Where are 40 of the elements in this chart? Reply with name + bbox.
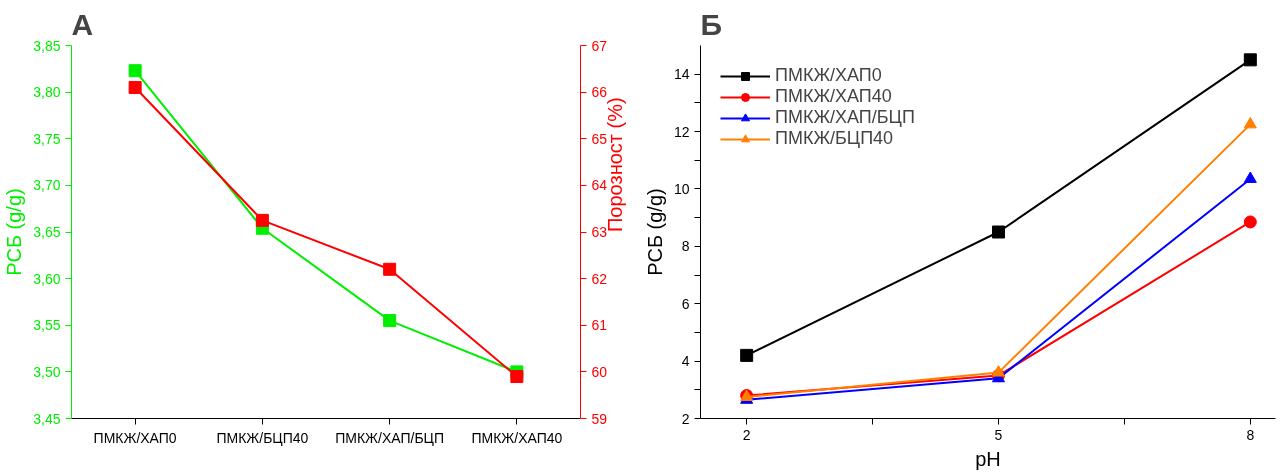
- y-tick-label: 6: [681, 295, 690, 312]
- y-tick-label: 14: [673, 66, 690, 83]
- x-tick-label: ПМКЖ/БЦП40: [216, 429, 309, 446]
- x-tick-label: 8: [1246, 426, 1255, 443]
- x-tick-label: 5: [994, 426, 1003, 443]
- y2-tick-label: 63: [591, 224, 608, 240]
- y2-tick-label: 60: [591, 363, 608, 380]
- y-tick-label: 12: [673, 123, 690, 140]
- chart-title: A: [71, 7, 94, 41]
- y2-tick-label: 65: [591, 130, 608, 147]
- y-axis-title: РСБ (g/g): [3, 188, 26, 276]
- x-axis-title: pH: [975, 447, 1001, 470]
- y-tick-label: 3,50: [33, 363, 61, 380]
- y-tick-label: 3,65: [33, 224, 61, 240]
- y-tick-label: 8: [681, 238, 690, 255]
- y-tick-label: 3,55: [33, 317, 61, 334]
- y-tick-label: 3,60: [33, 270, 61, 287]
- y-tick-label: 4: [681, 353, 690, 370]
- chart-title: Б: [700, 7, 723, 41]
- x-tick-label: 2: [742, 426, 751, 443]
- y-tick-label: 2: [681, 410, 690, 427]
- y-tick-label: 10: [673, 180, 690, 197]
- legend-label: ПМКЖ/ХАП0: [775, 65, 882, 86]
- legend-label: ПМКЖ/ХАП40: [775, 86, 892, 107]
- y2-tick-label: 66: [591, 84, 608, 101]
- x-tick-label: ПМКЖ/ХАП0: [93, 429, 177, 446]
- y-tick-label: 3,85: [33, 37, 61, 54]
- y-tick-label: 3,80: [33, 84, 61, 101]
- x-tick-label: ПМКЖ/ХАП/БЦП: [335, 429, 445, 446]
- y-tick-label: 3,75: [33, 130, 61, 147]
- y2-tick-label: 67: [591, 37, 608, 54]
- y2-tick-label: 61: [591, 317, 608, 334]
- y2-tick-label: 59: [591, 410, 608, 427]
- y2-tick-label: 62: [591, 270, 608, 287]
- legend-label: ПМКЖ/БЦП40: [775, 128, 894, 149]
- legend-label: ПМКЖ/ХАП/БЦП: [775, 107, 915, 128]
- y-tick-label: 3,70: [33, 177, 61, 194]
- x-tick-label: ПМКЖ/ХАП40: [471, 429, 563, 446]
- y-axis-title: РСБ (g/g): [643, 188, 666, 276]
- y-tick-label: 3,45: [33, 410, 61, 427]
